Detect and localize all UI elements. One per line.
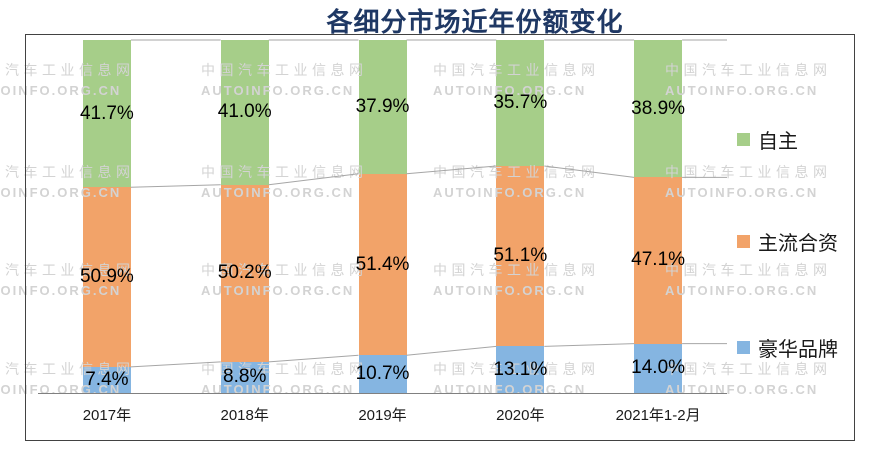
x-axis-label: 2020年 — [496, 407, 545, 424]
bar-segment-3-4 — [496, 346, 545, 393]
x-axis-label: 2021年1-2月 — [615, 407, 701, 424]
watermark-line2: AUTOINFO.ORG.CN — [665, 185, 819, 200]
watermark: 中国汽车工业信息网 AUTOINFO.ORG.CN — [665, 260, 832, 298]
bar-segment-2-3 — [358, 173, 407, 356]
watermark-line2: AUTOINFO.ORG.CN — [665, 283, 819, 298]
watermark-line1: 中国汽车工业信息网 — [665, 164, 832, 180]
legend-label: 主流合资 — [758, 233, 838, 255]
watermark: 中国汽车工业信息网 AUTOINFO.ORG.CN — [665, 60, 832, 98]
legend-item: 豪华品牌 — [737, 333, 838, 362]
data-label: 7.4% — [85, 368, 129, 390]
bar-segment-1-5 — [634, 40, 683, 178]
watermark: 中国汽车工业信息网 AUTOINFO.ORG.CN — [665, 359, 832, 397]
data-label: 38.9% — [631, 97, 686, 119]
bar-segment-2-2 — [220, 184, 269, 362]
legend-label: 豪华品牌 — [758, 339, 838, 361]
bar-segment-3-1 — [82, 366, 131, 393]
data-label: 51.4% — [355, 253, 410, 275]
watermark: 中国汽车工业信息网 AUTOINFO.ORG.CN — [665, 162, 832, 200]
legend-swatch-icon — [737, 133, 750, 146]
bar-segment-1-1 — [82, 40, 131, 188]
watermark-line2: AUTOINFO.ORG.CN — [665, 83, 819, 98]
bar-segment-1-3 — [358, 40, 407, 174]
data-label: 8.8% — [223, 366, 267, 388]
bar-segment-2-1 — [82, 187, 131, 367]
legend-item: 主流合资 — [737, 227, 838, 256]
data-label: 10.7% — [355, 363, 410, 385]
watermark-line1: 中国汽车工业信息网 — [665, 262, 832, 278]
data-label: 50.2% — [217, 262, 272, 284]
data-label: 35.7% — [493, 92, 548, 113]
data-label: 13.1% — [493, 358, 548, 380]
legend-swatch-icon — [737, 235, 750, 248]
bar-segment-1-4 — [496, 40, 545, 167]
legend-item: 自主 — [737, 125, 798, 154]
bar-segment-2-4 — [496, 166, 545, 347]
x-axis-label: 2017年 — [82, 407, 132, 424]
x-axis-label: 2019年 — [358, 407, 407, 424]
chart-border — [25, 34, 855, 441]
legend-swatch-icon — [737, 341, 750, 354]
data-label: 41.0% — [217, 101, 272, 123]
watermark-line1: 中国汽车工业信息网 — [665, 62, 832, 78]
bar-segment-3-3 — [358, 355, 407, 393]
data-label: 41.7% — [79, 102, 134, 124]
bar-segment-2-5 — [634, 177, 683, 344]
data-label: 37.9% — [355, 95, 410, 117]
data-label: 50.9% — [79, 266, 134, 288]
chart-title: 各细分市场近年份额变化 — [326, 7, 624, 37]
watermark-line2: AUTOINFO.ORG.CN — [665, 382, 819, 397]
bar-segment-3-5 — [634, 343, 683, 393]
bar-segment-3-2 — [220, 361, 269, 393]
watermark-line1: 中国汽车工业信息网 — [665, 361, 832, 377]
data-label: 47.1% — [631, 249, 686, 271]
x-axis-label: 2018年 — [220, 407, 269, 424]
data-label: 51.1% — [493, 245, 548, 267]
data-label: 14.0% — [631, 357, 686, 379]
legend-label: 自主 — [758, 131, 798, 153]
bar-segment-1-2 — [220, 40, 269, 185]
